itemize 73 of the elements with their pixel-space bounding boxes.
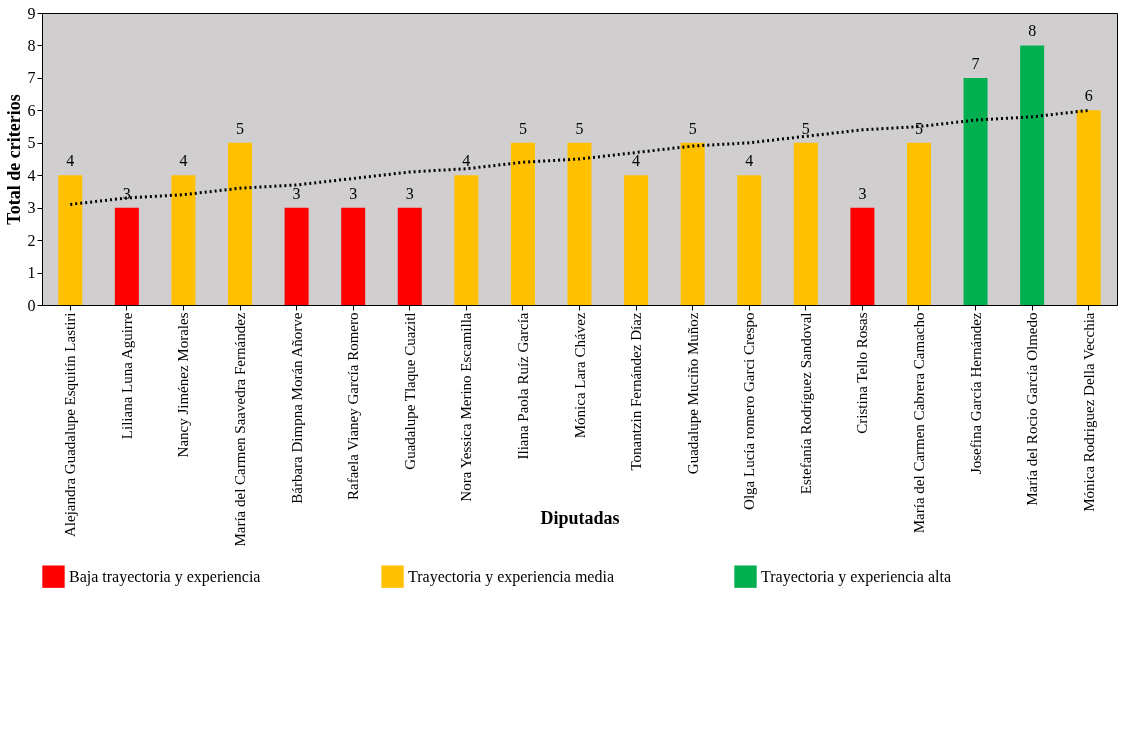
y-tick-label: 2 xyxy=(27,231,36,249)
y-tick-label: 3 xyxy=(27,199,36,217)
data-label: 5 xyxy=(518,119,527,137)
data-label: 3 xyxy=(349,184,358,202)
bar xyxy=(397,207,422,305)
x-tick-label: Alejandra Guadalupe Esquitín Lastiri xyxy=(62,312,79,538)
x-tick-label: Rafaela Vianey García Romero xyxy=(345,312,362,500)
x-tick-label: Guadalupe Muciño Muñoz xyxy=(684,312,701,475)
x-tick-label: María del Carmen Saavedra Fernández xyxy=(232,312,249,547)
bar xyxy=(963,77,988,305)
bar xyxy=(1020,45,1045,305)
x-tick-label: Tonantzin Fernández Díaz xyxy=(628,312,645,471)
bar xyxy=(284,207,309,305)
bar xyxy=(680,142,705,305)
y-tick-label: 9 xyxy=(27,4,36,22)
y-tick-label: 5 xyxy=(27,134,36,152)
data-label: 4 xyxy=(179,152,188,170)
bar xyxy=(624,175,649,305)
legend-label: Trayectoria y experiencia alta xyxy=(761,567,951,586)
legend-label: Trayectoria y experiencia media xyxy=(408,567,614,586)
line-series xyxy=(68,108,1091,206)
data-label: 3 xyxy=(122,184,131,202)
y-tick-label: 6 xyxy=(27,101,36,119)
bar xyxy=(793,142,818,305)
x-axis-title: Diputadas xyxy=(540,507,620,528)
data-label: 4 xyxy=(462,152,471,170)
y-tick-label: 4 xyxy=(27,166,36,184)
x-tick-label: Estefanía Rodríguez Sandoval xyxy=(797,312,814,495)
data-label: 8 xyxy=(1028,22,1037,40)
data-label: 4 xyxy=(66,152,75,170)
y-tick-label: 0 xyxy=(27,296,36,314)
x-tick-label: María del Rocio García Olmedo xyxy=(1024,312,1041,506)
legend-label: Baja trayectoria y experiencia xyxy=(69,567,261,586)
y-tick-label: 8 xyxy=(27,36,36,54)
bar xyxy=(850,207,875,305)
data-label: 3 xyxy=(292,184,301,202)
x-tick-label: Liliana Luna Aguirre xyxy=(118,312,135,440)
data-label: 3 xyxy=(405,184,414,202)
data-label: 6 xyxy=(1084,87,1093,105)
bar xyxy=(906,142,931,305)
x-tick-label: Guadalupe Tlaque Cuazitl xyxy=(401,312,418,470)
x-tick-label: Iliana Paola Ruíz García xyxy=(514,312,531,460)
bar xyxy=(737,175,762,305)
x-tick-label: Nancy Jiménez Morales xyxy=(175,312,192,458)
bar xyxy=(114,207,139,305)
data-label: 4 xyxy=(745,152,754,170)
x-tick-label: Cristina Tello Rosas xyxy=(854,312,871,434)
data-label: 5 xyxy=(575,119,584,137)
data-label: 3 xyxy=(858,184,867,202)
x-tick-label: Josefina García Hernández xyxy=(967,312,984,475)
data-label: 5 xyxy=(688,119,697,137)
x-tick-label: Olga Lucía romero Garci Crespo xyxy=(741,312,758,510)
y-tick-label: 7 xyxy=(27,69,36,87)
x-tick-label: Bárbara Dimpna Morán Añorve xyxy=(288,312,305,504)
bar xyxy=(567,142,592,305)
x-tick-label: Nora Yessica Merino Escamilla xyxy=(458,312,475,502)
y-axis-title: Total de criterios xyxy=(3,94,24,225)
data-label: 5 xyxy=(914,119,923,137)
x-tick-label: Mónica Lara Chávez xyxy=(571,312,588,439)
data-label: 7 xyxy=(971,54,980,72)
bar xyxy=(171,175,196,305)
y-tick-label: 1 xyxy=(27,264,36,282)
bar xyxy=(341,207,366,305)
bar xyxy=(58,175,83,305)
bar xyxy=(1076,110,1101,305)
data-label: 4 xyxy=(632,152,641,170)
bar xyxy=(510,142,535,305)
bar xyxy=(454,175,479,305)
x-tick-label: María del Carmen Cabrera Camacho xyxy=(910,312,927,534)
data-label: 5 xyxy=(236,119,245,137)
data-label: 5 xyxy=(801,119,810,137)
bar xyxy=(228,142,253,305)
x-tick-label: Mónica Rodriguez Della Vecchia xyxy=(1080,312,1097,512)
